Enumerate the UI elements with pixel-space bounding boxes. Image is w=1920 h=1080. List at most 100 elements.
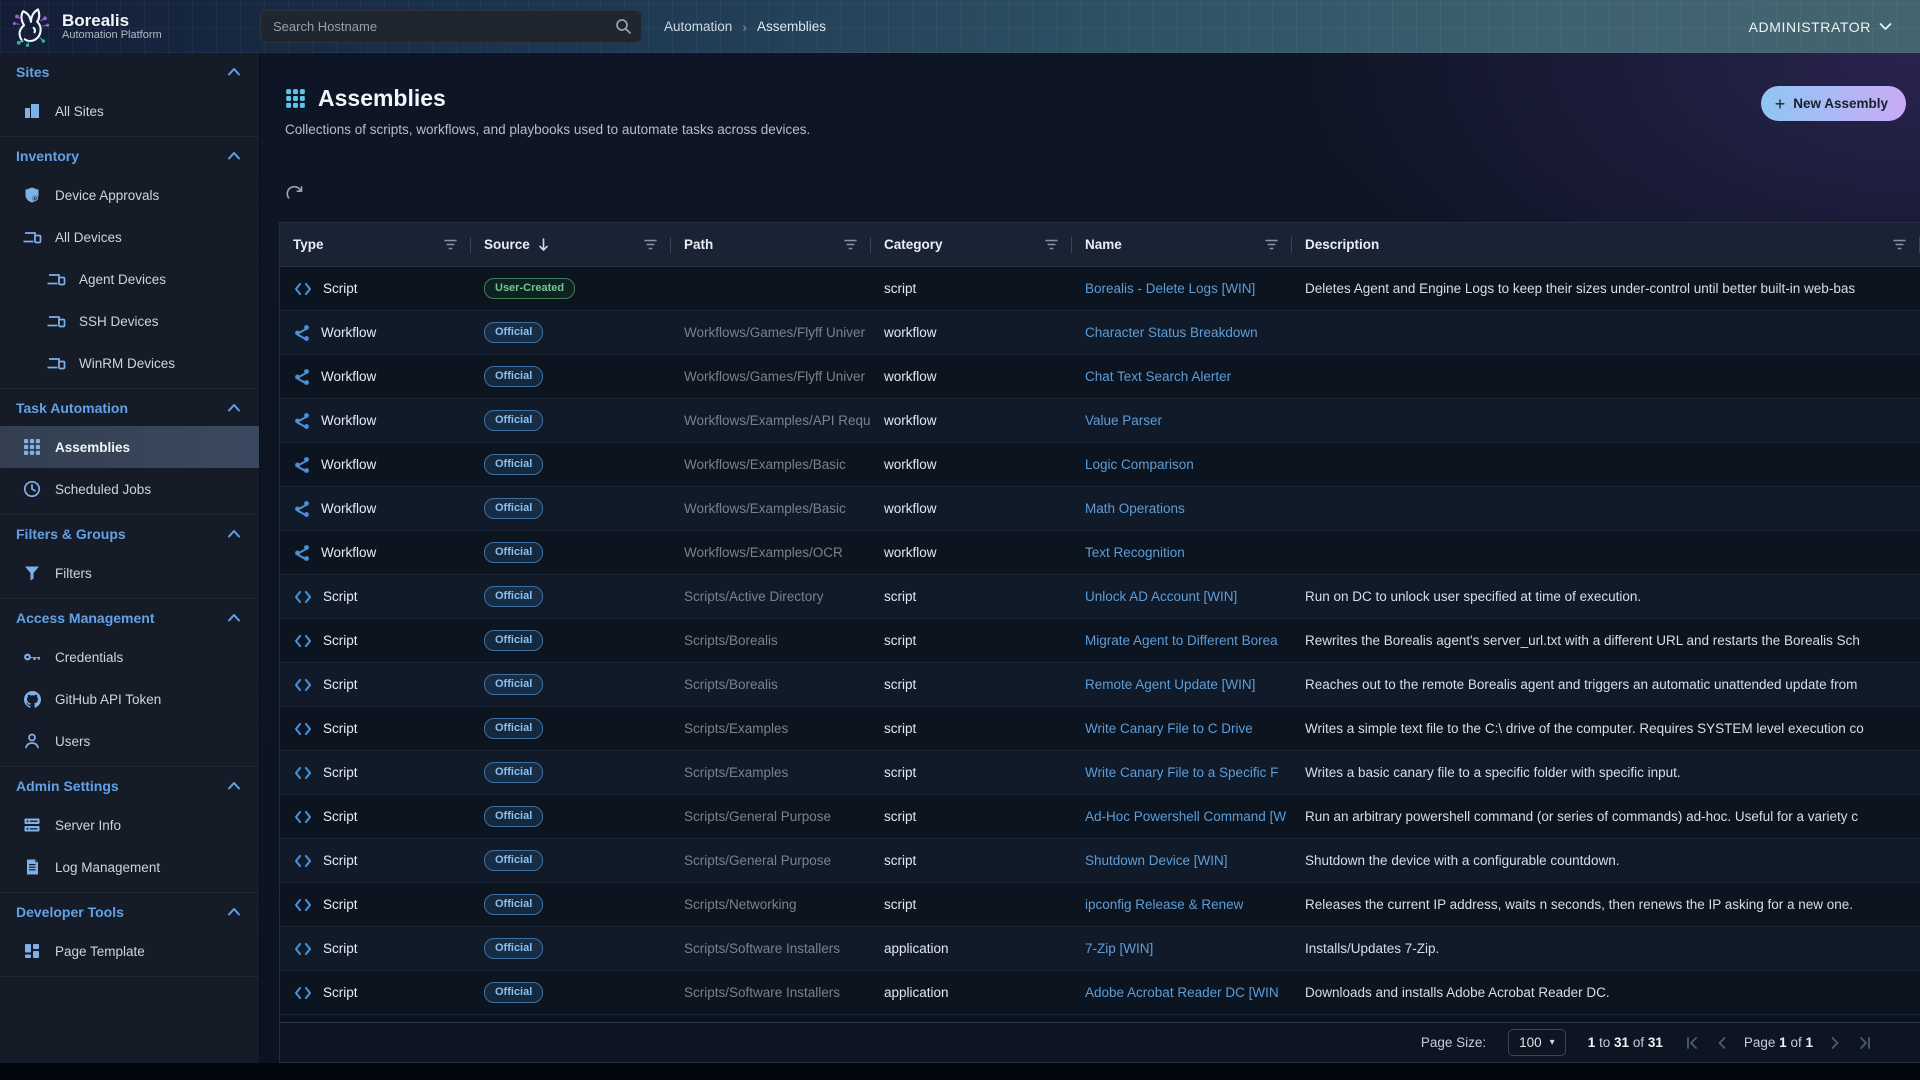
row-name-link[interactable]: Shutdown Device [WIN] — [1085, 853, 1228, 868]
row-name-link[interactable]: Adobe Acrobat Reader DC [WIN — [1085, 985, 1279, 1000]
row-name-link[interactable]: ipconfig Release & Renew — [1085, 897, 1244, 912]
row-category: workflow — [884, 545, 937, 560]
sidebar-item-server-info[interactable]: Server Info — [0, 804, 259, 846]
sidebar-item-filters[interactable]: Filters — [0, 552, 259, 594]
clock-icon — [22, 479, 42, 499]
column-header-description[interactable]: Description — [1292, 223, 1920, 266]
last-page-button[interactable] — [1858, 1036, 1872, 1049]
sidebar: Sites All Sites Inventory Device Approva… — [0, 53, 260, 1063]
user-menu[interactable]: ADMINISTRATOR — [1749, 19, 1892, 35]
row-name-link[interactable]: Value Parser — [1085, 413, 1163, 428]
first-page-button[interactable] — [1685, 1036, 1699, 1049]
row-description — [1292, 531, 1920, 574]
brand[interactable]: Borealis Automation Platform — [0, 6, 260, 48]
row-name-link[interactable]: Math Operations — [1085, 501, 1185, 516]
row-name-link[interactable]: Write Canary File to a Specific F — [1085, 765, 1279, 780]
table-row[interactable]: Script Official Scripts/Active Directory… — [280, 575, 1920, 619]
filter-icon[interactable] — [1265, 239, 1278, 250]
column-header-name[interactable]: Name — [1072, 223, 1292, 266]
table-body: Script User-Created script Borealis - De… — [280, 267, 1920, 1022]
sidebar-section-header[interactable]: Sites — [0, 53, 259, 90]
filter-icon[interactable] — [844, 239, 857, 250]
row-type: Script — [323, 809, 358, 824]
sidebar-item-users[interactable]: Users — [0, 720, 259, 762]
column-header-path[interactable]: Path — [671, 223, 871, 266]
row-name-link[interactable]: Logic Comparison — [1085, 457, 1194, 472]
table-row[interactable]: Workflow Official Workflows/Examples/API… — [280, 399, 1920, 443]
table-row[interactable]: Script Official Scripts/Software Install… — [280, 927, 1920, 971]
table-row[interactable]: Script Official Scripts/Borealis script … — [280, 619, 1920, 663]
column-header-source[interactable]: Source — [471, 223, 671, 266]
row-name-link[interactable]: Remote Agent Update [WIN] — [1085, 677, 1256, 692]
sidebar-item-assemblies[interactable]: Assemblies — [0, 426, 259, 468]
search-input[interactable] — [260, 10, 642, 43]
sidebar-section-header[interactable]: Admin Settings — [0, 767, 259, 804]
sidebar-item-credentials[interactable]: Credentials — [0, 636, 259, 678]
table-row[interactable]: Script Official Scripts/Examples script … — [280, 751, 1920, 795]
sidebar-section-header[interactable]: Developer Tools — [0, 893, 259, 930]
sidebar-item-page-template[interactable]: Page Template — [0, 930, 259, 972]
page-size-select[interactable]: 100 ▾ — [1508, 1029, 1566, 1056]
workflow-icon — [293, 456, 311, 474]
row-category: script — [884, 853, 917, 868]
table-row[interactable]: Workflow Official Workflows/Examples/Bas… — [280, 487, 1920, 531]
row-name-link[interactable]: Text Recognition — [1085, 545, 1185, 560]
table-row[interactable]: Workflow Official Workflows/Examples/OCR… — [280, 531, 1920, 575]
table-row[interactable]: Script Official Scripts/Networking scrip… — [280, 883, 1920, 927]
sidebar-item-device-approvals[interactable]: Device Approvals — [0, 174, 259, 216]
row-name-link[interactable]: Chat Text Search Alerter — [1085, 369, 1232, 384]
next-page-button[interactable] — [1831, 1036, 1840, 1049]
row-description: Run on DC to unlock user specified at ti… — [1305, 589, 1642, 604]
filter-icon[interactable] — [644, 239, 657, 250]
table-row[interactable]: Script User-Created script Borealis - De… — [280, 267, 1920, 311]
new-assembly-button[interactable]: + New Assembly — [1760, 86, 1906, 121]
sidebar-section-header[interactable]: Inventory — [0, 137, 259, 174]
filter-icon[interactable] — [1893, 239, 1906, 250]
sidebar-item-ssh-devices[interactable]: SSH Devices — [0, 300, 259, 342]
sidebar-item-log-management[interactable]: Log Management — [0, 846, 259, 888]
row-name-link[interactable]: Migrate Agent to Different Borea — [1085, 633, 1278, 648]
column-header-category[interactable]: Category — [871, 223, 1072, 266]
table-row[interactable]: Workflow Official Workflows/Games/Flyff … — [280, 311, 1920, 355]
breadcrumb-parent[interactable]: Automation — [664, 19, 733, 34]
sidebar-item-label: Page Template — [55, 943, 145, 959]
table-row[interactable]: Workflow Official Workflows/Games/Flyff … — [280, 355, 1920, 399]
refresh-button[interactable] — [285, 183, 307, 205]
row-name-link[interactable]: Character Status Breakdown — [1085, 325, 1258, 340]
code-icon — [293, 809, 313, 825]
table-row[interactable]: Script Official Scripts/General Purpose … — [280, 839, 1920, 883]
search-icon[interactable] — [615, 18, 632, 35]
breadcrumb-current[interactable]: Assemblies — [756, 19, 826, 34]
row-name-link[interactable]: 7-Zip [WIN] — [1085, 941, 1154, 956]
sidebar-section-header[interactable]: Task Automation — [0, 389, 259, 426]
row-path: Scripts/Software Installers — [684, 985, 841, 1000]
table-row[interactable]: Workflow Official Workflows/Examples/Bas… — [280, 443, 1920, 487]
chevron-up-icon — [228, 152, 240, 160]
table-row[interactable]: Script Official Scripts/Examples script … — [280, 707, 1920, 751]
column-header-type[interactable]: Type — [280, 223, 471, 266]
sidebar-item-agent-devices[interactable]: Agent Devices — [0, 258, 259, 300]
sidebar-section-header[interactable]: Access Management — [0, 599, 259, 636]
table-row[interactable]: Script Official Scripts/Software Install… — [280, 971, 1920, 1015]
row-name-link[interactable]: Ad-Hoc Powershell Command [W — [1085, 809, 1287, 824]
sidebar-section-header[interactable]: Filters & Groups — [0, 515, 259, 552]
row-name-link[interactable]: Borealis - Delete Logs [WIN] — [1085, 281, 1256, 296]
previous-page-button[interactable] — [1717, 1036, 1726, 1049]
row-description — [1292, 311, 1920, 354]
sidebar-item-scheduled-jobs[interactable]: Scheduled Jobs — [0, 468, 259, 510]
table-row[interactable]: Script Official Scripts/Borealis script … — [280, 663, 1920, 707]
filter-icon[interactable] — [1045, 239, 1058, 250]
row-type: Workflow — [321, 413, 377, 428]
filter-icon[interactable] — [444, 239, 457, 250]
row-name-link[interactable]: Write Canary File to C Drive — [1085, 721, 1253, 736]
sidebar-item-all-devices[interactable]: All Devices — [0, 216, 259, 258]
table-row[interactable]: Script Official Scripts/General Purpose … — [280, 795, 1920, 839]
source-badge: Official — [484, 762, 544, 783]
key-icon — [22, 647, 42, 667]
sidebar-item-all-sites[interactable]: All Sites — [0, 90, 259, 132]
row-name-link[interactable]: Unlock AD Account [WIN] — [1085, 589, 1238, 604]
row-path: Workflows/Examples/OCR — [684, 545, 843, 560]
sidebar-item-github-api-token[interactable]: GitHub API Token — [0, 678, 259, 720]
sidebar-item-label: Assemblies — [55, 439, 131, 455]
sidebar-item-winrm-devices[interactable]: WinRM Devices — [0, 342, 259, 384]
